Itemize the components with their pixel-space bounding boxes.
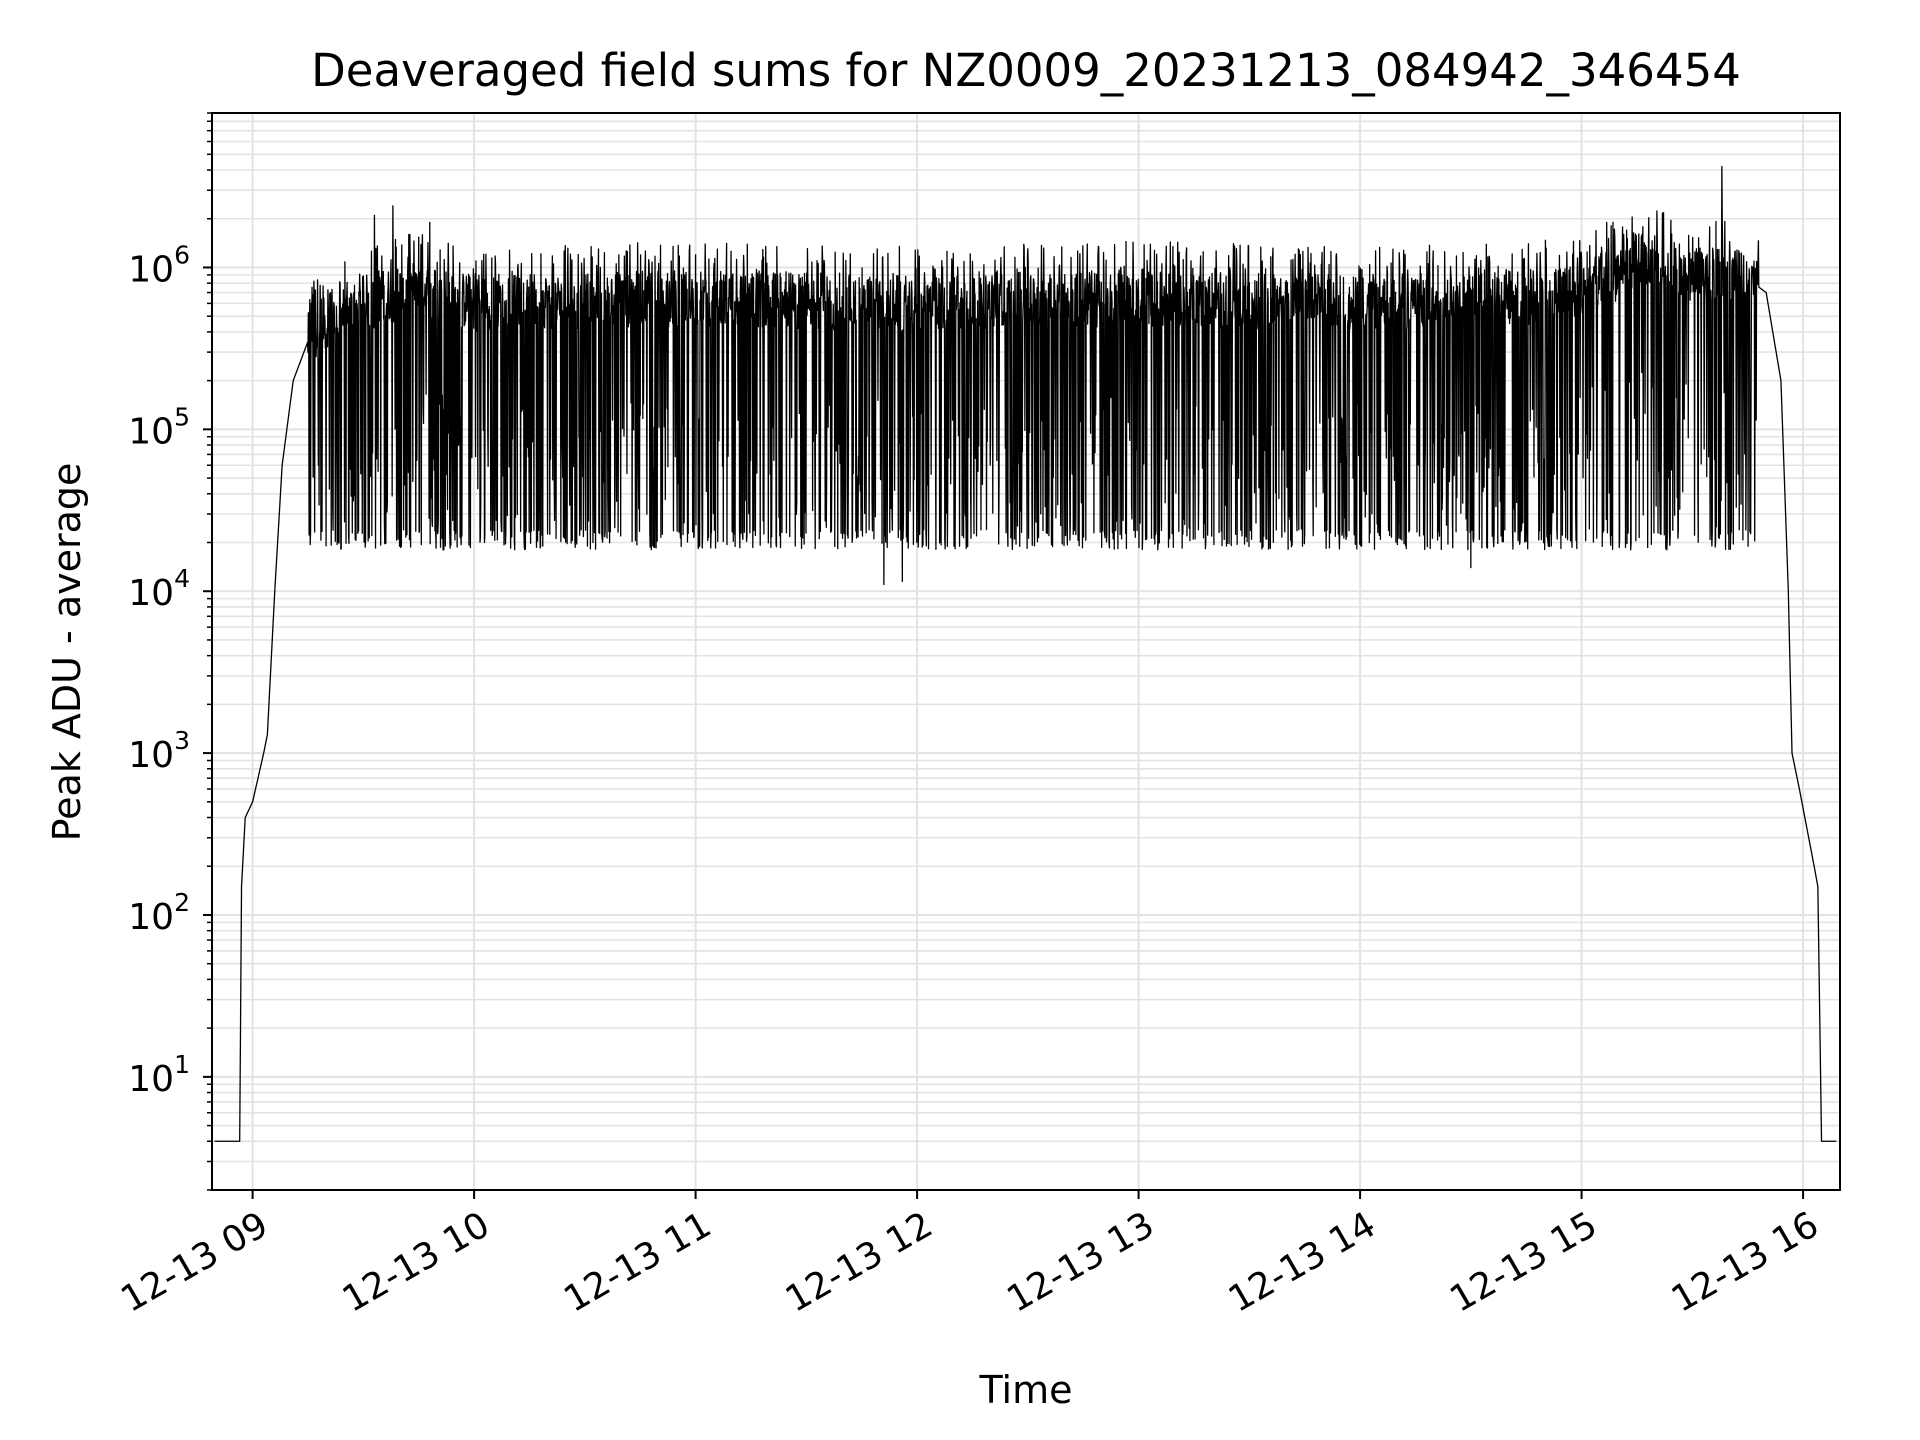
plot-frame	[211, 112, 1841, 1191]
y-tick-label: 106	[128, 240, 190, 290]
chart-title: Deaveraged field sums for NZ0009_2023121…	[311, 44, 1741, 97]
y-tick-label: 101	[128, 1050, 190, 1100]
y-axis-label: Peak ADU - average	[45, 463, 89, 842]
series-line	[214, 165, 1837, 1142]
y-tick-label: 103	[128, 726, 190, 776]
grid	[212, 112, 1840, 1191]
series-layer	[214, 165, 1837, 1142]
x-axis-label: Time	[979, 1368, 1073, 1412]
y-tick-label: 105	[128, 402, 190, 452]
y-tick-label: 102	[128, 888, 190, 938]
y-tick-label: 104	[128, 564, 190, 614]
